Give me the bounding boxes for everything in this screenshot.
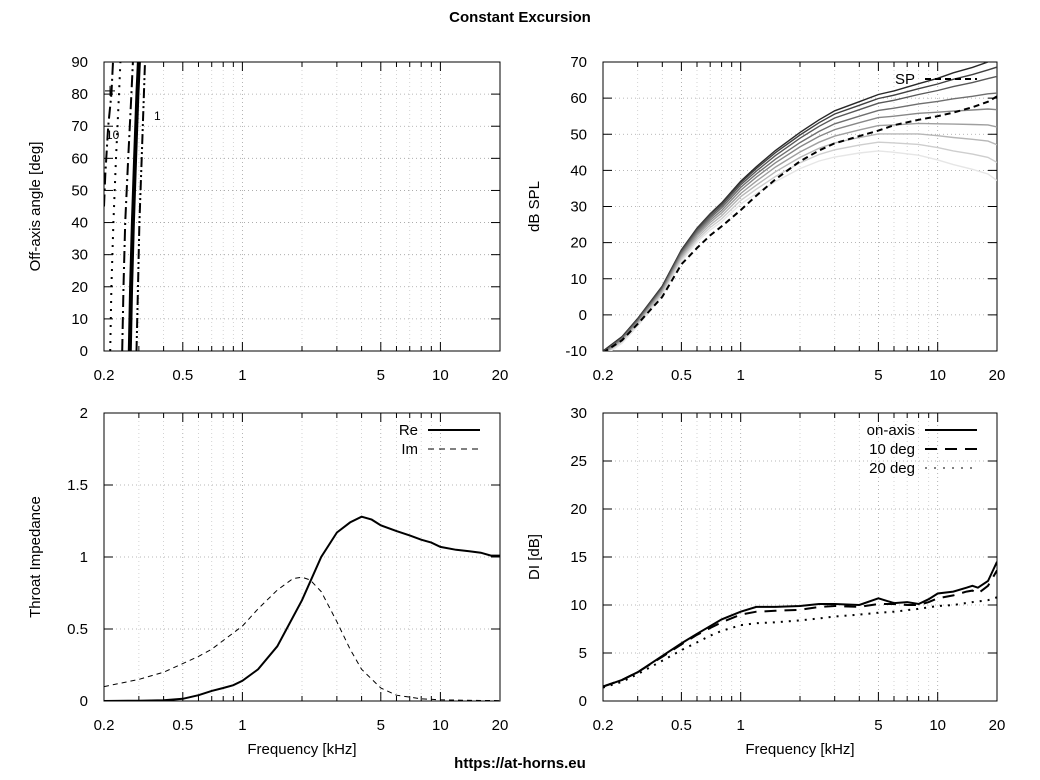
page-title: Constant Excursion	[449, 9, 591, 26]
polar_map-panel: 0.2 0.5 1 5 10 20 0 10 20 30 40 50 60 70 80 90 Off-axis …	[27, 54, 508, 384]
y-tick-label: 90	[71, 54, 88, 71]
directivity_index-plot-area	[603, 561, 997, 689]
x-tick-label: 20	[989, 367, 1006, 384]
y-tick-label: 0	[579, 307, 587, 324]
contour-label: 1	[154, 109, 161, 123]
x-tick-label: 20	[492, 717, 509, 734]
spl_curves-panel: 0.2 0.5 1 5 10 20 -10 0 10 20 30 40 50 60 70 dB SPL SP	[526, 54, 1005, 384]
x-tick-label: 10	[929, 367, 946, 384]
y-tick-label: 70	[570, 54, 587, 71]
x-tick-label: 0.5	[671, 717, 692, 734]
x-tick-label: 5	[377, 717, 385, 734]
x-tick-label: 10	[432, 367, 449, 384]
y-tick-label: 25	[570, 453, 587, 470]
polar_map-y-axis-label: Off-axis angle [deg]	[27, 142, 44, 272]
x-tick-label: 0.2	[94, 367, 115, 384]
y-tick-label: 30	[570, 199, 587, 216]
series-line-im	[104, 576, 500, 701]
x-tick-label: 0.5	[671, 367, 692, 384]
polar_map-plot-area	[104, 62, 146, 351]
x-tick-label: 5	[377, 367, 385, 384]
series-line-20-deg	[603, 596, 997, 689]
y-tick-label: 30	[570, 405, 587, 422]
y-tick-label: 70	[71, 118, 88, 135]
x-tick-label: 0.2	[593, 717, 614, 734]
y-tick-label: 10	[71, 311, 88, 328]
x-tick-label: 1	[737, 367, 745, 384]
spl-polar-curve	[603, 66, 997, 351]
y-tick-label: 1	[80, 549, 88, 566]
contour-line	[127, 62, 141, 351]
spl-polar-curve	[609, 150, 997, 351]
y-tick-label: 30	[71, 247, 88, 264]
contour-line	[109, 62, 122, 351]
x-tick-label: 0.5	[172, 717, 193, 734]
throat_impedance-legend-label: Im	[401, 441, 418, 458]
directivity_index-x-axis-label: Frequency [kHz]	[745, 741, 854, 758]
y-tick-label: 0	[80, 693, 88, 710]
spl-polar-curve	[605, 108, 997, 351]
spl-polar-curve	[606, 122, 997, 351]
y-tick-label: -10	[565, 343, 587, 360]
spl-polar-curve	[608, 141, 997, 351]
throat_impedance-legend-label: Re	[399, 422, 418, 439]
x-tick-label: 10	[929, 717, 946, 734]
x-tick-label: 5	[874, 717, 882, 734]
y-tick-label: 0.5	[67, 621, 88, 638]
throat_impedance-plot-area	[104, 515, 500, 701]
directivity_index-legend-label: 10 deg	[869, 441, 915, 458]
polar_map-grid	[103, 61, 501, 352]
footer-url[interactable]: https://at-horns.eu	[454, 755, 586, 772]
directivity_index-legend-label: on-axis	[867, 422, 915, 439]
contour-line	[135, 62, 146, 351]
directivity_index-y-axis-label: DI [dB]	[526, 534, 543, 580]
y-tick-label: 10	[570, 271, 587, 288]
directivity_index-legend-label: 20 deg	[869, 460, 915, 477]
x-tick-label: 0.2	[593, 367, 614, 384]
series-line-on-axis	[603, 561, 997, 688]
y-tick-label: 0	[80, 343, 88, 360]
series-line-re	[104, 515, 500, 701]
x-tick-label: 1	[238, 717, 246, 734]
x-tick-label: 1	[238, 367, 246, 384]
spl-polar-curve	[607, 133, 997, 351]
x-tick-label: 10	[432, 717, 449, 734]
spl_curves-legend-label: SP	[895, 71, 915, 88]
throat_impedance-panel: 0.2 0.5 1 5 10 20 0 0.5 1 1.5 2 Throat Impedance Fre…	[27, 405, 508, 758]
y-tick-label: 20	[570, 235, 587, 252]
y-tick-label: 40	[570, 162, 587, 179]
y-tick-label: 5	[579, 645, 587, 662]
series-line-10-deg	[603, 569, 997, 688]
y-tick-label: 1.5	[67, 477, 88, 494]
contour-label: 10	[106, 128, 120, 142]
y-tick-label: 60	[71, 150, 88, 167]
contour-line	[121, 62, 134, 351]
x-tick-label: 5	[874, 367, 882, 384]
y-tick-label: 10	[570, 597, 587, 614]
y-tick-label: 80	[71, 86, 88, 103]
y-tick-label: 60	[570, 90, 587, 107]
spl_curves-grid	[602, 61, 998, 352]
throat_impedance-x-axis-label: Frequency [kHz]	[247, 741, 356, 758]
spl_curves-y-axis-label: dB SPL	[526, 181, 543, 232]
y-tick-label: 20	[71, 279, 88, 296]
y-tick-label: 15	[570, 549, 587, 566]
y-tick-label: 2	[80, 405, 88, 422]
x-tick-label: 0.5	[172, 367, 193, 384]
x-tick-label: 0.2	[94, 717, 115, 734]
y-tick-label: 50	[71, 182, 88, 199]
y-tick-label: 20	[570, 501, 587, 518]
x-tick-label: 20	[492, 367, 509, 384]
y-tick-label: 0	[579, 693, 587, 710]
x-tick-label: 20	[989, 717, 1006, 734]
y-tick-label: 40	[71, 215, 88, 232]
throat_impedance-grid	[103, 412, 501, 702]
throat_impedance-y-axis-label: Throat Impedance	[27, 496, 44, 618]
spl_curves-plot-area	[603, 62, 997, 351]
y-tick-label: 50	[570, 126, 587, 143]
x-tick-label: 1	[737, 717, 745, 734]
